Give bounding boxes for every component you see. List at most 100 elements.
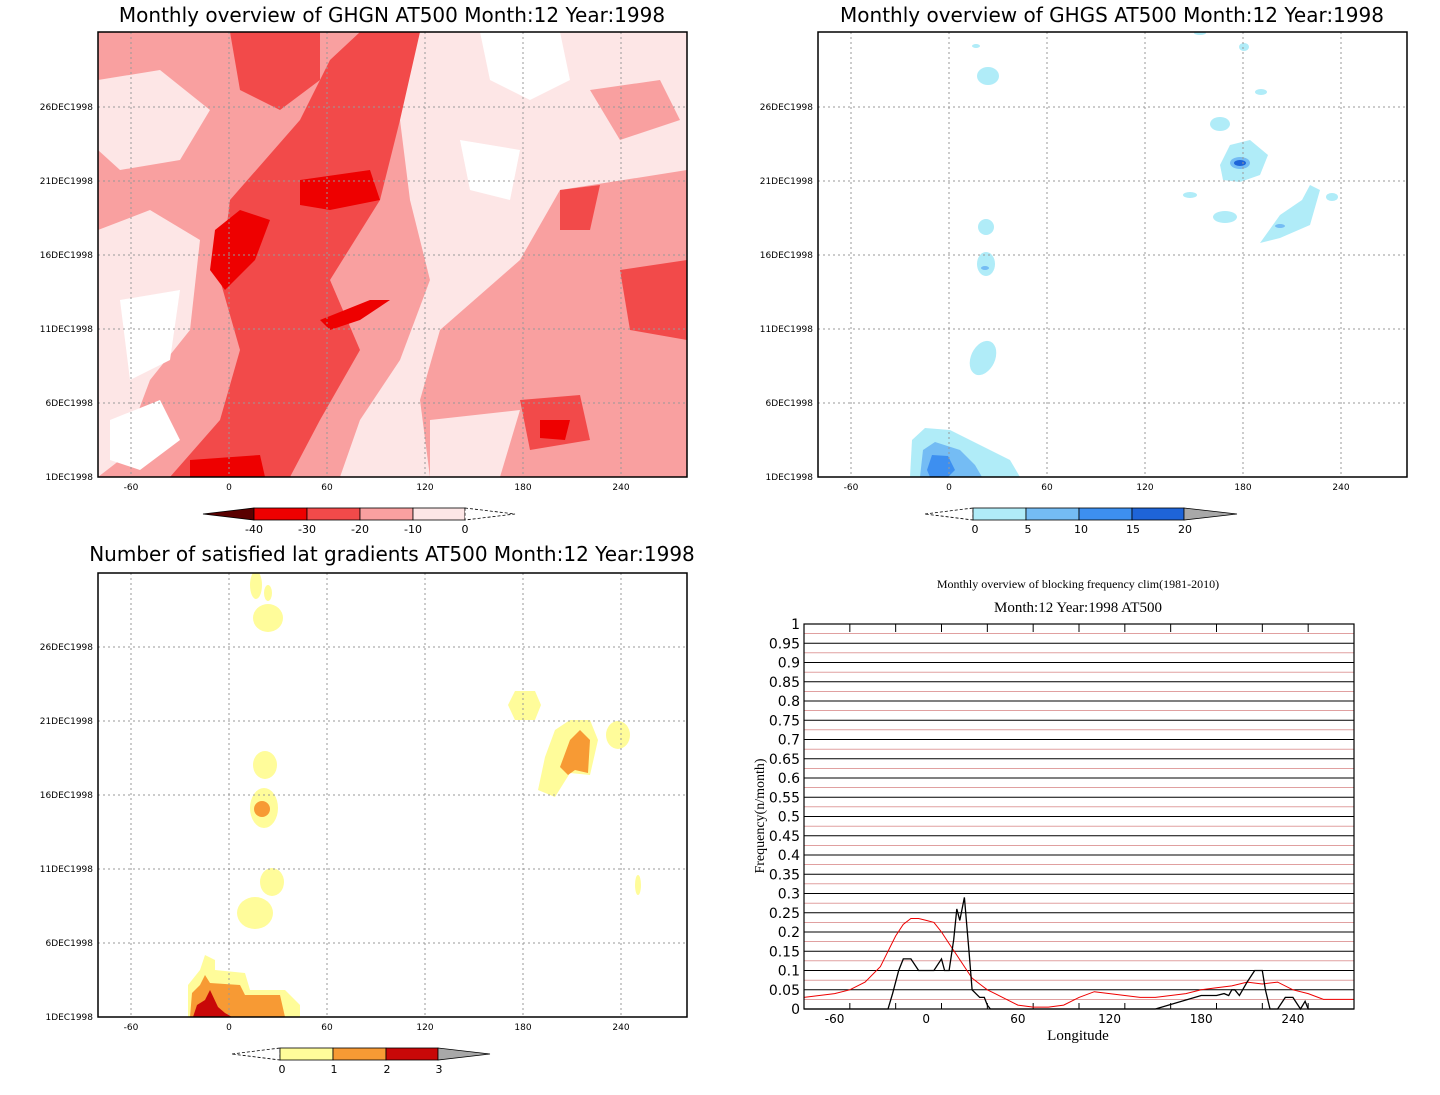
latgrad-ytick: 1DEC1998 [45,1013,93,1023]
blocking-xtick: 180 [1190,1012,1213,1026]
ghgs-ytick: 1DEC1998 [765,473,813,483]
ghgs-ytick: 21DEC1998 [760,177,814,187]
latgrad-xtick: -60 [124,1023,139,1033]
blocking-xlabel: Longitude [1047,1028,1109,1044]
ghgs-chart: Monthly overview of GHGS AT500 Month:12 … [760,3,1408,536]
ghgs-cb-label: 20 [1178,523,1192,536]
ghgs-xtick: 240 [1332,483,1349,493]
ghgs-panel: Monthly overview of GHGS AT500 Month:12 … [720,0,1440,545]
blocking-ytick: 0.05 [769,983,800,999]
blocking-title: Monthly overview of blocking frequency c… [937,577,1219,591]
ghgs-xtick: 0 [946,483,952,493]
ghgn-cb-label: -20 [351,523,369,536]
ghgn-cb-label: -10 [404,523,422,536]
ghgn-ytick: 11DEC1998 [40,325,94,335]
blocking-xtick: 60 [1010,1012,1025,1026]
ghgs-ytick: 16DEC1998 [760,251,814,261]
latgrad-xtick: 180 [514,1023,531,1033]
latgrad-cb-label: 1 [331,1063,338,1076]
ghgs-title: Monthly overview of GHGS AT500 Month:12 … [840,3,1384,27]
blocking-ytick: 0.3 [778,887,800,903]
blocking-panel: Monthly overview of blocking frequency c… [720,545,1440,1091]
blocking-ytick: 0.95 [769,636,800,652]
blocking-ytick: 0.15 [769,944,800,960]
latgrad-xtick: 60 [321,1023,333,1033]
ghgs-grid [818,32,1407,477]
latgrad-panel: Number of satisfied lat gradients AT500 … [0,542,720,1091]
ghgn-title: Monthly overview of GHGN AT500 Month:12 … [119,3,665,27]
blocking-ytick: 0.4 [778,848,800,864]
blocking-ytick: 1 [791,617,800,633]
ghgs-ytick: 11DEC1998 [760,325,814,335]
ghgn-cb-label: -30 [298,523,316,536]
ghgn-grid [98,32,687,477]
ghgs-xtick: -60 [844,483,859,493]
blocking-xtick: -60 [825,1012,845,1026]
ghgn-cb-label: -40 [245,523,263,536]
latgrad-ytick: 11DEC1998 [40,865,94,875]
latgrad-title: Number of satisfied lat gradients AT500 … [89,545,695,566]
latgrad-grid [98,573,687,1017]
latgrad-xtick: 0 [226,1023,232,1033]
ghgn-ytick: 26DEC1998 [40,103,94,113]
ghgn-ytick: 21DEC1998 [40,177,94,187]
ghgn-chart: Monthly overview of GHGN AT500 Month:12 … [40,3,688,536]
blocking-frame [803,623,1355,1010]
ghgs-colorbar [924,507,1238,521]
ghgs-field [910,32,1338,477]
blocking-ytick: 0.85 [769,675,800,691]
ghgs-xtick: 60 [1041,483,1053,493]
blocking-ytick: 0.25 [769,906,800,922]
blocking-xtick: 0 [922,1012,930,1026]
blocking-ytick: 0.2 [778,925,800,941]
latgrad-ytick: 6DEC1998 [45,939,93,949]
blocking-ytick: 0.55 [769,790,800,806]
blocking-ytick: 0.9 [778,656,800,672]
blocking-ytick: 0.1 [778,964,800,980]
ghgn-xtick: 0 [226,483,232,493]
blocking-grid [803,623,1355,1010]
ghgs-cb-label: 0 [972,523,979,536]
ghgs-cb-label: 10 [1074,523,1088,536]
ghgs-xtick: 180 [1234,483,1251,493]
ghgn-xtick: 240 [612,483,629,493]
latgrad-cb-label: 3 [436,1063,443,1076]
blocking-ytick: 0 [791,1002,800,1018]
blocking-series [803,897,1354,1011]
blocking-ytick: 0.6 [778,771,800,787]
ghgn-xtick: 120 [416,483,433,493]
latgrad-field [188,573,641,1017]
blocking-ytick: 0.35 [769,867,800,883]
ghgn-ytick: 16DEC1998 [40,251,94,261]
ghgn-xtick: 60 [321,483,333,493]
latgrad-ytick: 26DEC1998 [40,643,94,653]
ghgs-ytick: 26DEC1998 [760,103,814,113]
ghgn-ytick: 6DEC1998 [45,399,93,409]
blocking-ytick: 0.75 [769,713,800,729]
blocking-ylabel: Frequency(n/month) [753,758,768,873]
latgrad-ytick: 21DEC1998 [40,717,94,727]
blocking-ytick: 0.7 [778,733,800,749]
latgrad-xtick: 240 [612,1023,629,1033]
ghgn-panel: Monthly overview of GHGN AT500 Month:12 … [0,0,720,545]
ghgn-colorbar [202,507,516,521]
ghgs-xtick: 120 [1136,483,1153,493]
latgrad-xtick: 120 [416,1023,433,1033]
ghgs-ytick: 6DEC1998 [765,399,813,409]
ghgn-ytick: 1DEC1998 [45,473,93,483]
climatology-line [803,918,1354,1008]
ghgs-cb-label: 15 [1126,523,1140,536]
ghgn-xtick: -60 [124,483,139,493]
blocking-ytick: 0.45 [769,829,800,845]
blocking-ytick: 0.65 [769,752,800,768]
latgrad-cb-label: 0 [279,1063,286,1076]
latgrad-cb-label: 2 [384,1063,391,1076]
blocking-chart: Monthly overview of blocking frequency c… [753,577,1355,1044]
ghgn-xtick: 180 [514,483,531,493]
latgrad-colorbar [231,1047,491,1061]
ghgn-cb-label: 0 [462,523,469,536]
blocking-ytick: 0.8 [778,694,800,710]
blocking-ytick: 0.5 [778,810,800,826]
blocking-subtitle: Month:12 Year:1998 AT500 [994,600,1162,616]
ghgs-cb-label: 5 [1025,523,1032,536]
